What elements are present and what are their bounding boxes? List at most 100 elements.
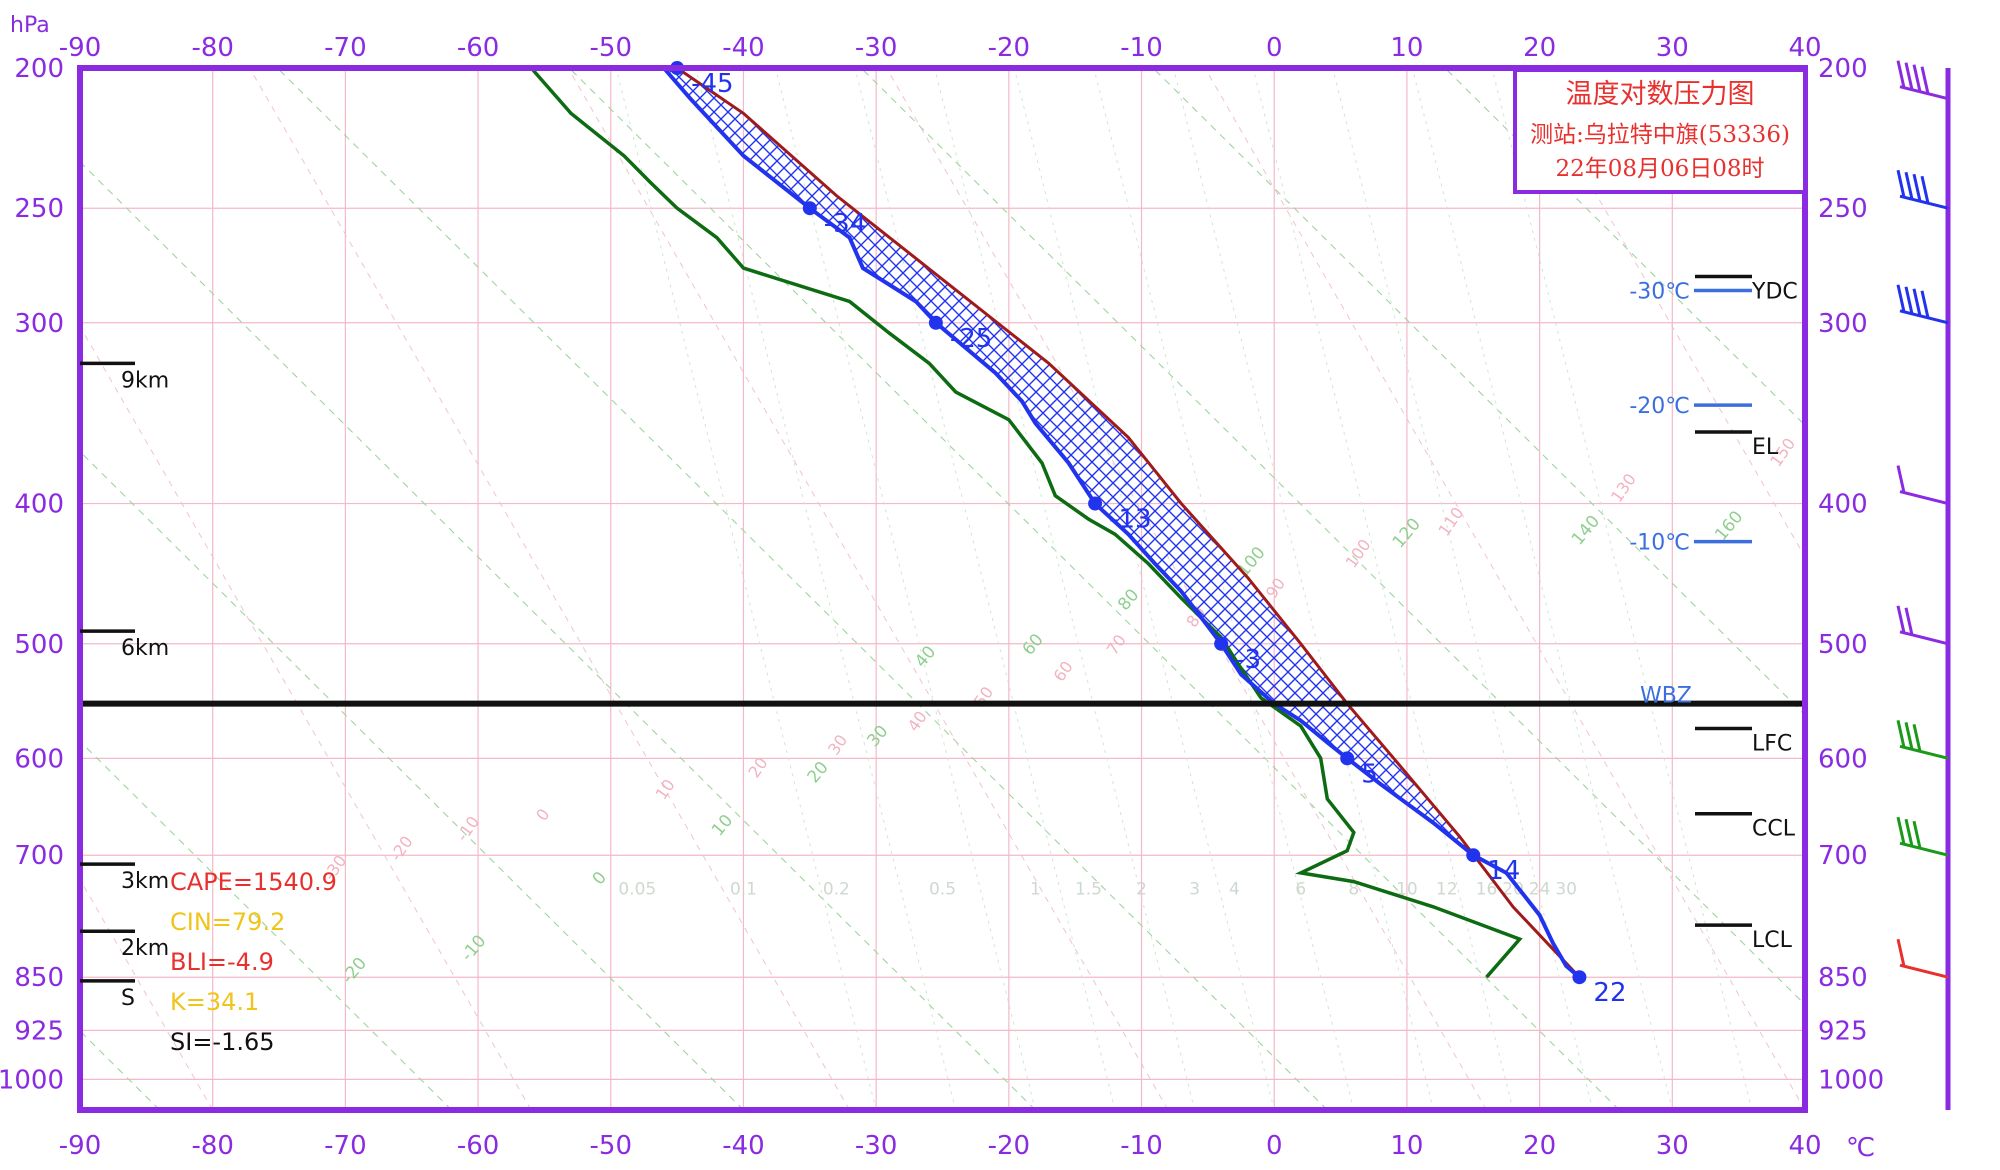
top-temp-tick-label: -70 [324, 33, 366, 63]
mixing-ratio-line [1172, 68, 1434, 1110]
mixing-ratio-label: 30 [1555, 879, 1577, 899]
wind-barb-flag [1912, 288, 1922, 317]
level-mark-label: LFC [1752, 731, 1792, 756]
mixing-ratio-line [854, 68, 1116, 1110]
mixing-ratio-line [695, 68, 957, 1110]
mixing-ratio-label: 0.05 [618, 879, 656, 899]
dry-adiabat [1444, 68, 1805, 427]
temperature-point-label: -45 [691, 69, 733, 99]
level-mark-label: EL [1752, 435, 1779, 460]
right-pressure-tick-label: 1000 [1818, 1065, 1884, 1095]
index-label: CIN=79.2 [170, 908, 285, 936]
bottom-temp-tick-label: -80 [191, 1131, 233, 1161]
top-temp-tick-label: -30 [855, 33, 897, 63]
wind-barb-shaft [1899, 630, 1949, 646]
dry-adiabat-label: 10 [708, 811, 737, 840]
height-mark-label: 2km [121, 936, 169, 961]
dry-adiabat-label: -10 [457, 931, 490, 965]
level-mark-label: CCL [1752, 817, 1796, 842]
right-pressure-tick-label: 400 [1818, 490, 1868, 520]
wind-barb-flag [1904, 62, 1914, 90]
temperature-point [928, 315, 943, 330]
plot-frame [77, 65, 1808, 1113]
mixing-ratio-label: 1.5 [1075, 879, 1102, 899]
wind-barb-flag [1896, 60, 1906, 88]
dry-adiabat [80, 450, 744, 1110]
title-box: 温度对数压力图 测站:乌拉特中旗(53336) 22年08月06日08时 [1513, 68, 1807, 194]
top-temp-tick-label: 40 [1788, 33, 1821, 63]
bottom-temp-tick-label: -60 [457, 1131, 499, 1161]
temperature-point-label: -25 [950, 324, 992, 354]
mixing-ratio-line [1013, 68, 1275, 1110]
moist-adiabat-label: 0 [532, 805, 553, 824]
wind-barb [1896, 465, 1949, 506]
temperature-point-label: -34 [824, 209, 866, 239]
index-label: SI=-1.65 [170, 1028, 275, 1056]
mixing-ratio-label: 3 [1189, 879, 1200, 899]
mixing-ratio-line [615, 68, 877, 1110]
wind-barb-flag [1904, 171, 1914, 200]
top-temp-tick-label: -50 [590, 33, 632, 63]
mixing-ratio-label: 1 [1030, 879, 1041, 899]
wind-barb [1896, 60, 1949, 101]
right-pressure-tick-label: 850 [1818, 963, 1868, 993]
dry-adiabat-label: 20 [804, 758, 833, 787]
mixing-ratio-label: 2 [1136, 879, 1147, 899]
bottom-temp-tick-label: -50 [590, 1131, 632, 1161]
index-label: K=34.1 [170, 988, 259, 1016]
station-label: 测站:乌拉特中旗(53336) [1530, 122, 1790, 148]
wind-barb [1896, 816, 1949, 857]
moist-adiabat-label: 90 [1262, 574, 1289, 602]
bottom-temp-tick-label: -70 [324, 1131, 366, 1161]
dry-adiabat-label: 160 [1711, 507, 1747, 545]
left-pressure-tick-label: 925 [14, 1016, 64, 1046]
wind-barb-shaft [1899, 841, 1949, 857]
top-temp-tick-label: 0 [1266, 33, 1283, 63]
left-pressure-tick-label: 200 [14, 54, 64, 84]
wind-barb-flag [1920, 66, 1930, 94]
moist-adiabat-label: 40 [904, 707, 931, 735]
axis-ticks: -90-90-80-80-70-70-60-60-50-50-40-40-30-… [0, 13, 1884, 1163]
temperature-point [802, 201, 817, 216]
dry-adiabat-label: -20 [338, 954, 371, 988]
right-pressure-tick-label: 600 [1818, 744, 1868, 774]
temperature-point-label: 5 [1361, 759, 1378, 789]
top-temp-tick-label: 10 [1390, 33, 1423, 63]
mixing-ratio-label: 6 [1295, 879, 1306, 899]
mixing-ratio-line [934, 68, 1196, 1110]
moist-adiabat [1842, 68, 2000, 1110]
dry-adiabat [276, 68, 1328, 1110]
right-pressure-tick-label: 925 [1818, 1016, 1868, 1046]
mixing-ratio-label: 12 [1436, 879, 1458, 899]
wind-barb-flag [1912, 64, 1922, 92]
mixing-ratio-line [1252, 68, 1514, 1110]
temperature-point [1572, 970, 1587, 985]
moist-adiabat-label: 10 [652, 776, 679, 804]
bottom-temp-tick-label: -10 [1120, 1131, 1162, 1161]
time-label: 22年08月06日08时 [1555, 156, 1764, 182]
dry-adiabat [1736, 68, 1805, 137]
right-pressure-tick-label: 700 [1818, 841, 1868, 871]
mixing-ratio-line [774, 68, 1036, 1110]
top-temp-tick-label: 30 [1656, 33, 1689, 63]
mixing-ratio-line [1332, 68, 1594, 1110]
wind-barb [1896, 720, 1949, 760]
moist-adiabat-label: 100 [1342, 536, 1375, 572]
wind-barb-flag [1896, 816, 1906, 845]
bottom-temp-tick-label: -40 [722, 1131, 764, 1161]
temperature-point [1340, 751, 1355, 766]
height-mark-label: 3km [121, 869, 169, 894]
bottom-temp-tick-label: 40 [1788, 1131, 1821, 1161]
moist-adiabat-label: -20 [386, 832, 417, 864]
temp-unit-label: ℃ [1846, 1133, 1875, 1163]
moist-adiabat-label: 60 [1050, 657, 1077, 685]
isotherm-mark-label: -30℃ [1629, 280, 1690, 305]
mixing-ratio-label: 16 [1476, 879, 1498, 899]
temperature-point-label: 22 [1593, 978, 1626, 1008]
wind-barb-flag [1904, 722, 1914, 750]
wind-barb-flag [1920, 175, 1930, 204]
wind-barb-shaft [1899, 194, 1949, 210]
mixing-ratio-label: 0.2 [823, 879, 850, 899]
mixing-ratio-line [1491, 68, 1753, 1110]
dry-adiabat-label: 0 [589, 868, 611, 889]
